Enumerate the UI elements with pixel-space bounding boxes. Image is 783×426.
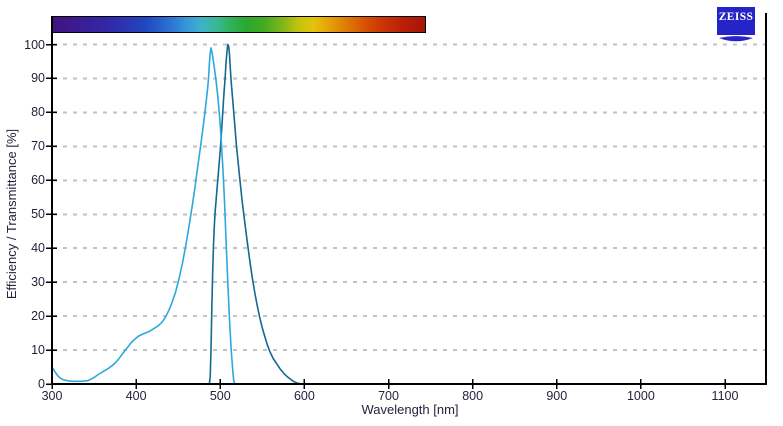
y-tick-label: 30 <box>31 275 45 290</box>
y-tick-label: 100 <box>24 37 45 52</box>
y-tick-label: 60 <box>31 173 45 188</box>
x-tick-label: 1000 <box>626 389 655 403</box>
excitation-spectrum <box>51 47 236 384</box>
zeiss-logo-square <box>717 7 755 35</box>
y-tick-label: 40 <box>31 241 45 256</box>
x-tick-label: 900 <box>546 389 568 403</box>
y-tick-label: 0 <box>38 377 45 391</box>
zeiss-logo-text: ZEISS <box>719 11 754 23</box>
y-tick-label: 10 <box>31 343 45 358</box>
spectrum-color-bar <box>52 16 426 33</box>
y-tick-label: 50 <box>31 207 45 222</box>
x-tick-label: 300 <box>41 389 63 403</box>
y-tick-label: 20 <box>31 309 45 324</box>
x-tick-label: 800 <box>462 389 484 403</box>
x-axis-title: Wavelength [nm] <box>361 402 459 417</box>
y-tick-label: 70 <box>31 139 45 154</box>
y-tick-label: 90 <box>31 71 45 86</box>
x-tick-label: 400 <box>125 389 147 403</box>
x-tick-label: 700 <box>378 389 399 403</box>
zeiss-logo: ZEISS <box>717 7 755 42</box>
x-tick-label: 1100 <box>711 389 739 403</box>
emission-spectrum <box>208 43 301 385</box>
y-tick-label: 80 <box>31 105 45 120</box>
zeiss-logo-lens-icon <box>719 36 753 42</box>
x-tick-label: 500 <box>209 389 231 403</box>
x-tick-label: 600 <box>293 389 315 403</box>
